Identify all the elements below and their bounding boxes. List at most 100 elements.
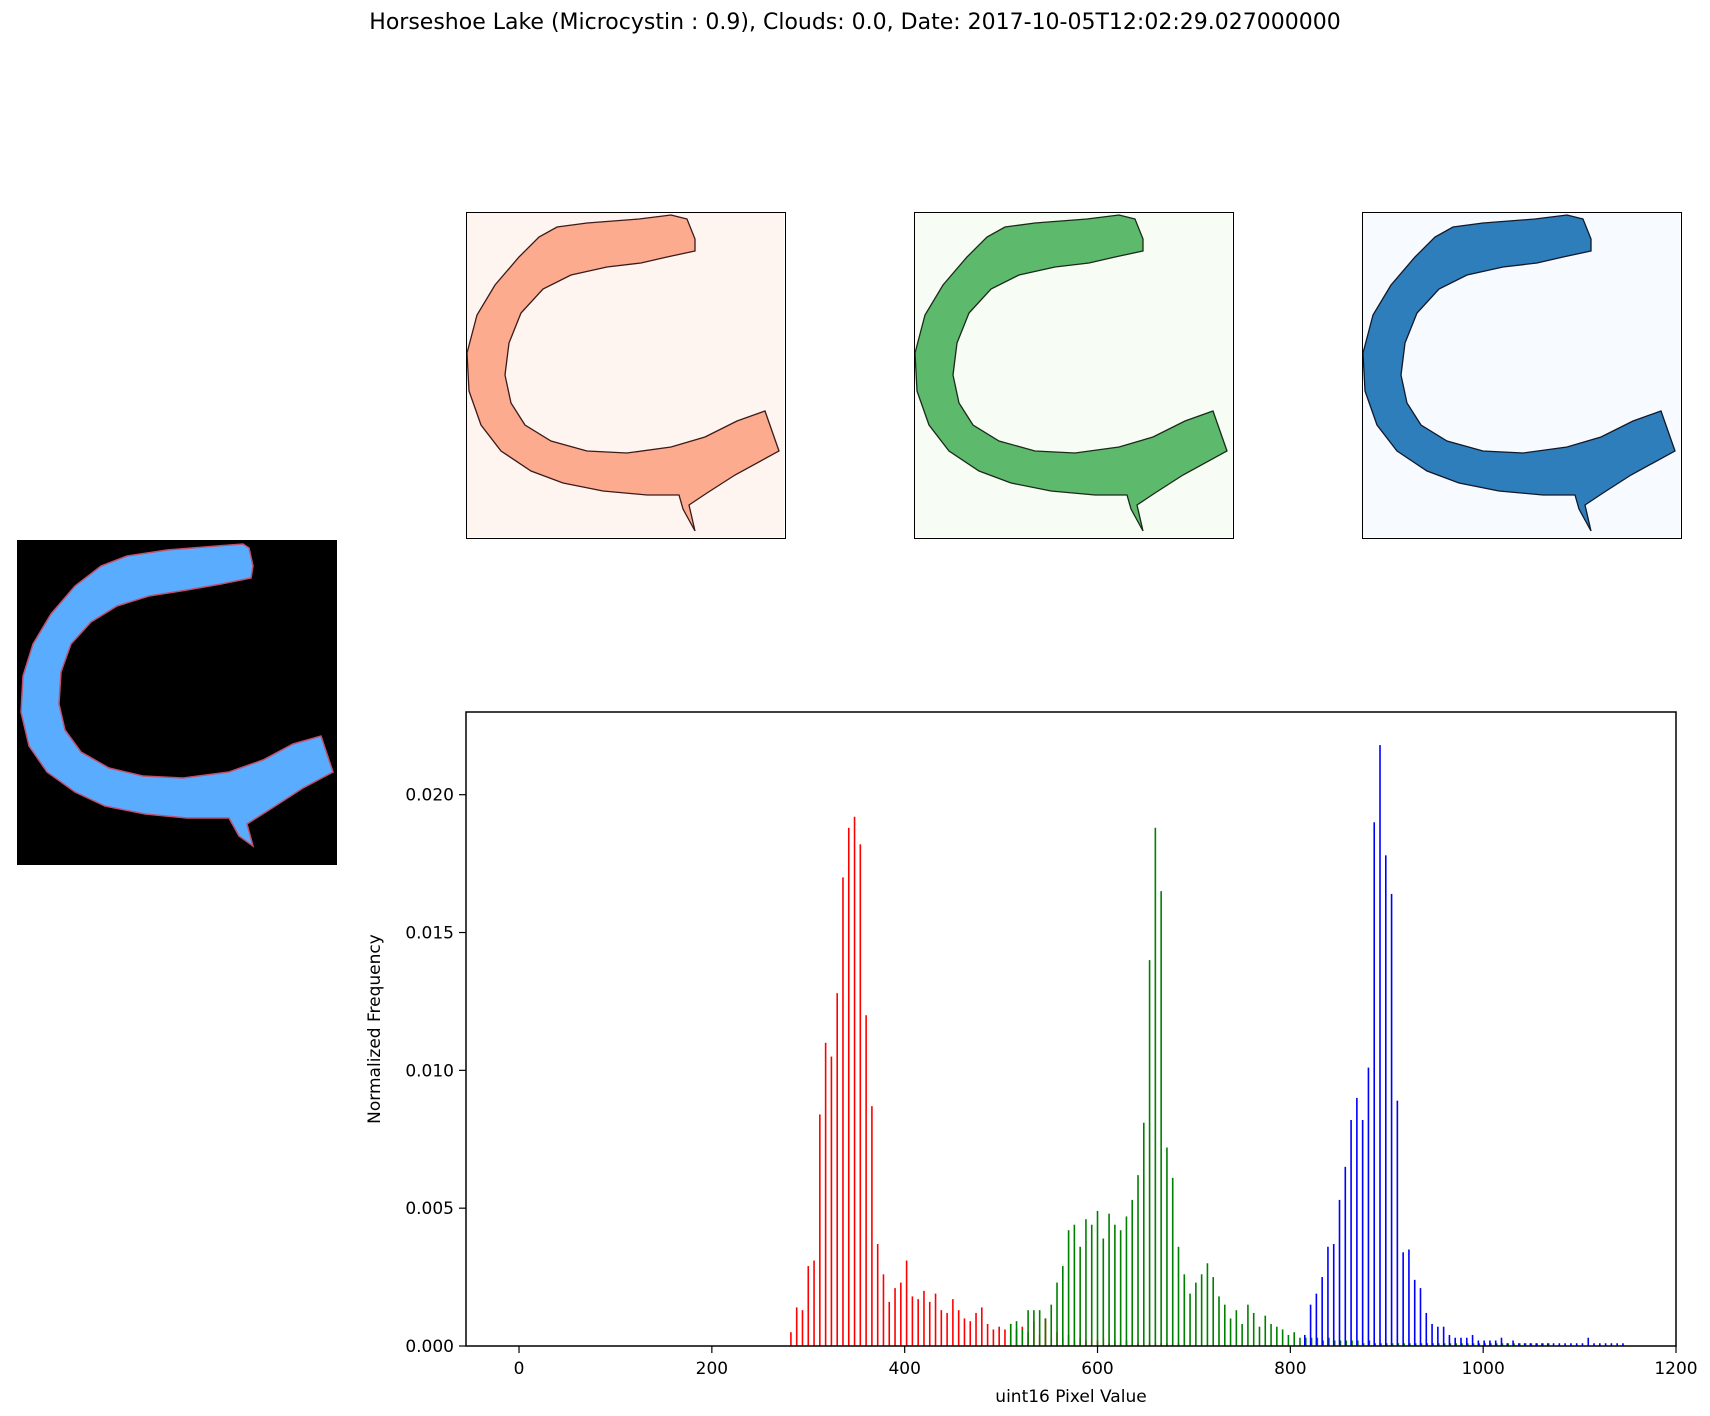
histogram-bar: [1229, 1318, 1232, 1346]
histogram-bar: [1541, 1343, 1543, 1346]
histogram-bar: [1397, 1343, 1400, 1346]
histogram-bar: [1403, 1343, 1405, 1346]
histogram-bar: [1212, 1277, 1215, 1346]
histogram-bar: [975, 1312, 977, 1346]
histogram-bar: [801, 1310, 804, 1346]
y-tick-label: 0.000: [405, 1337, 454, 1357]
histogram-bar: [934, 1293, 937, 1346]
histogram-bar: [1258, 1326, 1261, 1346]
histogram-bar: [1512, 1340, 1514, 1346]
histogram-bar: [1490, 1343, 1492, 1346]
histogram-bar: [1252, 1312, 1255, 1346]
histogram-bar: [1114, 1224, 1116, 1346]
histogram-bar: [1519, 1343, 1521, 1346]
y-tick-label: 0.010: [405, 1061, 454, 1081]
histogram-bar: [1374, 1343, 1376, 1346]
histogram-bar: [1315, 1293, 1318, 1346]
histogram-bar: [1529, 1343, 1532, 1346]
histogram-bar: [1310, 1337, 1313, 1346]
histogram-bar: [1189, 1293, 1191, 1346]
histogram-bar: [963, 1318, 966, 1346]
histogram-bar: [1154, 827, 1157, 1346]
histogram-bar: [813, 1260, 815, 1346]
histogram-bar: [1408, 1249, 1410, 1346]
histogram-bar: [1437, 1326, 1439, 1346]
histogram-bar: [1350, 1119, 1352, 1346]
histogram-bar: [1322, 1340, 1324, 1346]
histogram-bar: [1004, 1329, 1006, 1346]
red-band-image: [466, 212, 786, 539]
histogram-bar: [1131, 1199, 1134, 1346]
y-axis-label: Normalized Frequency: [365, 934, 385, 1124]
histogram-bar: [1432, 1343, 1434, 1346]
histogram-bar: [1328, 1337, 1330, 1346]
histogram-bar: [1524, 1343, 1527, 1346]
histogram-bar: [1304, 1334, 1306, 1346]
histogram-bar: [1241, 1323, 1243, 1346]
histogram-bar: [1466, 1343, 1469, 1346]
histogram-bar: [1085, 1219, 1087, 1346]
histogram-bar: [1148, 960, 1151, 1346]
histogram-bar: [1523, 1343, 1526, 1346]
histogram-bar: [1299, 1337, 1301, 1346]
x-tick-label: 0: [514, 1359, 525, 1379]
histogram-bar: [946, 1312, 948, 1346]
histogram-bar: [1575, 1343, 1578, 1346]
histogram-bar: [1361, 1119, 1364, 1346]
histogram-bar: [1281, 1329, 1284, 1346]
histogram-bar: [1344, 1166, 1347, 1346]
histogram-bar: [1461, 1343, 1463, 1346]
histogram-bar: [1379, 745, 1381, 1346]
histogram-bar: [1235, 1310, 1238, 1346]
histogram-bar: [940, 1310, 943, 1346]
histogram-bar: [1581, 1343, 1584, 1346]
histogram-bar: [1309, 1304, 1312, 1346]
histogram-bar: [998, 1326, 1000, 1346]
histogram-bar: [1402, 1252, 1404, 1346]
histogram-bar: [1102, 1238, 1105, 1346]
histogram-bar: [790, 1332, 792, 1346]
x-axis: 0 200 400 600 800 1000 1200: [514, 1346, 1698, 1379]
histogram-bar: [1426, 1343, 1429, 1346]
histogram-bar: [1038, 1310, 1041, 1346]
histogram-bar: [1471, 1334, 1474, 1346]
histogram-bar: [1536, 1343, 1538, 1346]
histogram-bar: [1599, 1343, 1601, 1346]
histogram-bar: [928, 1301, 931, 1346]
histogram-bar: [1396, 1100, 1399, 1346]
histogram-bar: [1564, 1343, 1566, 1346]
histogram-bar: [847, 827, 850, 1346]
histogram-bar: [824, 1042, 827, 1346]
green-lake-shape: [915, 214, 1228, 532]
histogram-bar: [1367, 1067, 1370, 1346]
histogram-bar: [1449, 1343, 1452, 1346]
histogram-bar: [1546, 1343, 1549, 1346]
histogram-bar: [1518, 1343, 1520, 1346]
histogram-bar: [819, 1114, 821, 1346]
histogram-bar: [905, 1260, 908, 1346]
histogram-bar: [1593, 1343, 1595, 1346]
histogram-bar: [1276, 1326, 1278, 1346]
histogram-bar: [1338, 1199, 1341, 1346]
histogram-bars: [790, 745, 1624, 1346]
histogram-bar: [1033, 1310, 1035, 1346]
figure-title: Horseshoe Lake (Microcystin : 0.9), Clou…: [369, 10, 1341, 35]
blue-band-image: [1362, 212, 1682, 539]
histogram-bar: [1391, 1343, 1394, 1346]
histogram-bar: [1021, 1329, 1024, 1346]
y-axis: 0.000 0.005 0.010 0.015 0.020: [405, 786, 466, 1357]
histogram-bar: [882, 1274, 885, 1346]
histogram-bar: [830, 1056, 833, 1346]
histogram-bar: [1333, 1340, 1336, 1346]
histogram-bar: [1160, 891, 1162, 1346]
histogram-bar: [1460, 1337, 1462, 1346]
histogram-bar: [1506, 1343, 1509, 1346]
histogram-bar: [1096, 1210, 1099, 1346]
histogram-bar: [969, 1321, 972, 1346]
histogram-bar: [1073, 1224, 1076, 1346]
histogram-bar: [1535, 1343, 1537, 1346]
histogram-bar: [952, 1299, 954, 1346]
histogram-bar: [1443, 1343, 1446, 1346]
histogram-bar: [876, 1244, 879, 1346]
